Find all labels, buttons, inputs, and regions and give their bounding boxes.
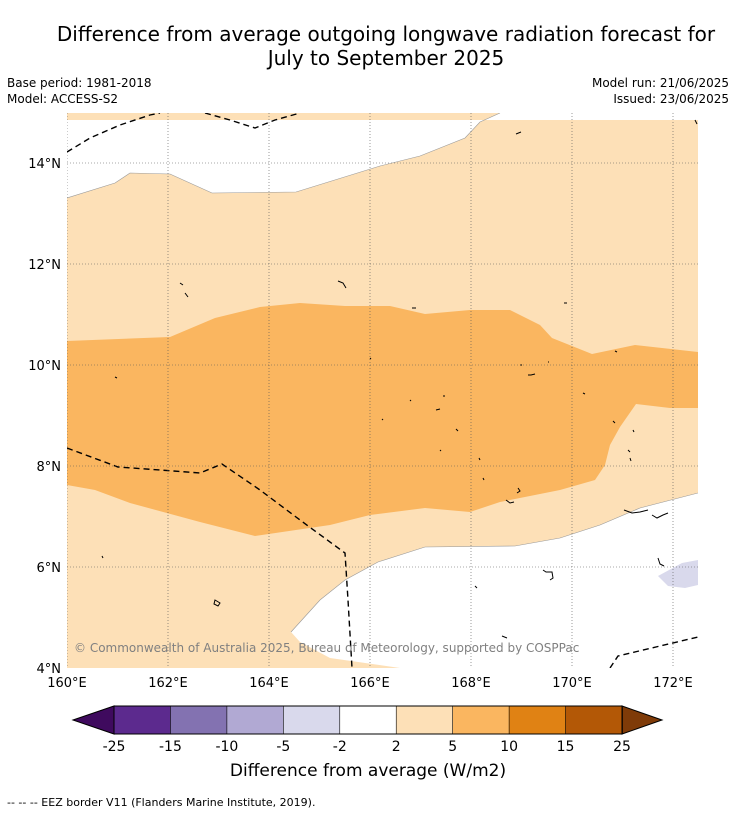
y-tick-6N: 6°N bbox=[37, 561, 62, 576]
x-tick-160E: 160°E bbox=[47, 676, 87, 691]
colorbar-title: Difference from average (W/m2) bbox=[229, 761, 507, 781]
x-tick-170E: 170°E bbox=[552, 676, 592, 691]
colorbar-bin bbox=[395, 705, 454, 735]
y-tick-14N: 14°N bbox=[28, 157, 61, 172]
colorbar-bin bbox=[508, 705, 567, 735]
colorbar-label: -2 bbox=[333, 739, 347, 755]
colorbar-label: -10 bbox=[215, 739, 238, 755]
title-line-1: Difference from average outgoing longwav… bbox=[56, 22, 716, 46]
colorbar-label: 10 bbox=[500, 739, 518, 755]
islands bbox=[101, 119, 698, 639]
y-tick-10N: 10°N bbox=[28, 359, 61, 374]
colorbar-bin bbox=[339, 705, 398, 735]
x-tick-172E: 172°E bbox=[653, 676, 693, 691]
colorbar-label: -15 bbox=[159, 739, 182, 755]
eez-legend-note: -- -- -- EEZ border V11 (Flanders Marine… bbox=[7, 796, 316, 809]
x-axis-ticks: 160°E 162°E 164°E 166°E 168°E 170°E 172°… bbox=[47, 676, 693, 691]
meta-right: Model run: 21/06/2025 Issued: 23/06/2025 bbox=[592, 75, 729, 107]
copyright-notice: © Commonwealth of Australia 2025, Bureau… bbox=[74, 641, 580, 655]
colorbar: -25 -15 -10 -5 -2 2 5 10 15 25 bbox=[71, 705, 664, 755]
colorbar-bin bbox=[113, 705, 172, 735]
colorbar-label: 25 bbox=[613, 739, 631, 755]
y-tick-8N: 8°N bbox=[37, 460, 62, 475]
base-period: Base period: 1981-2018 bbox=[7, 76, 152, 90]
colorbar-bin bbox=[452, 705, 510, 735]
x-tick-166E: 166°E bbox=[350, 676, 390, 691]
x-tick-164E: 164°E bbox=[249, 676, 289, 691]
colorbar-bin bbox=[565, 705, 623, 735]
eez-borders bbox=[67, 113, 698, 668]
map-title: Difference from average outgoing longwav… bbox=[0, 22, 736, 70]
colorbar-bin bbox=[283, 705, 341, 735]
map-plot-area bbox=[67, 113, 698, 668]
model-run: Model run: 21/06/2025 bbox=[591, 76, 729, 90]
title-line-2: July to September 2025 bbox=[267, 46, 505, 70]
colorbar-label: 5 bbox=[448, 739, 457, 755]
colorbar-label: 15 bbox=[557, 739, 575, 755]
colorbar-min-arrow bbox=[73, 706, 114, 734]
x-tick-162E: 162°E bbox=[148, 676, 188, 691]
y-axis-ticks: 14°N 12°N 10°N 8°N 6°N 4°N bbox=[28, 157, 61, 677]
y-tick-12N: 12°N bbox=[28, 258, 61, 273]
colorbar-label: -25 bbox=[103, 739, 126, 755]
colorbar-max-arrow bbox=[622, 706, 662, 734]
colorbar-bin bbox=[226, 705, 285, 735]
x-tick-168E: 168°E bbox=[451, 676, 491, 691]
model-name: Model: ACCESS-S2 bbox=[7, 92, 119, 106]
colorbar-bin bbox=[170, 705, 228, 735]
meta-left: Base period: 1981-2018 Model: ACCESS-S2 bbox=[7, 75, 152, 107]
colorbar-label: -5 bbox=[276, 739, 290, 755]
near-average-north-region bbox=[67, 113, 698, 198]
issued-date: Issued: 23/06/2025 bbox=[613, 92, 729, 106]
near-average-southeast-region bbox=[291, 493, 698, 668]
y-tick-4N: 4°N bbox=[37, 662, 62, 677]
colorbar-label: 2 bbox=[392, 739, 401, 755]
gridlines bbox=[67, 113, 698, 668]
